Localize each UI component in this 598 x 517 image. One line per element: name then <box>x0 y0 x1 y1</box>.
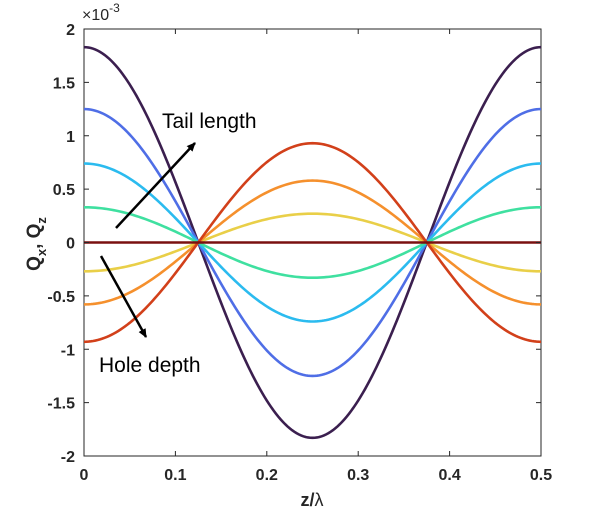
x-axis: 0 0.1 0.2 0.3 0.4 0.5 <box>80 29 552 484</box>
y-tick-label: 0.5 <box>53 182 75 199</box>
y-tick-label: -2 <box>61 449 75 466</box>
series-line-1 <box>83 45 542 440</box>
series-line-6 <box>83 179 542 306</box>
x-tick-label: 0.4 <box>438 467 460 484</box>
y-tick-label: 2 <box>66 22 75 39</box>
y-tick-label: 0 <box>66 236 75 253</box>
x-tick-label: 0.1 <box>164 467 186 484</box>
annotation-tail-length: Tail length <box>162 110 257 133</box>
y-axis-title: Qx, Qz <box>24 217 49 271</box>
x-axis-title: z/λ <box>300 490 323 510</box>
y-tick-label: 1 <box>66 129 75 146</box>
series-line-7 <box>83 141 542 344</box>
y-tick-label: 1.5 <box>53 75 75 92</box>
y-exponent-label: ×10-3 <box>82 1 120 24</box>
series-line-3 <box>83 162 542 323</box>
hole-depth-arrow <box>99 255 148 338</box>
series-layer <box>83 45 542 440</box>
x-tick-label: 0.3 <box>347 467 369 484</box>
series-line-5 <box>83 212 542 273</box>
x-tick-label: 0.2 <box>256 467 278 484</box>
y-tick-label: -0.5 <box>47 289 75 306</box>
y-axis: 2 1.5 1 0.5 0 -0.5 -1 -1.5 -2 <box>47 22 541 466</box>
series-line-2 <box>83 107 542 378</box>
y-tick-label: -1.5 <box>47 396 75 413</box>
annotation-hole-depth: Hole depth <box>99 354 201 377</box>
series-line-4 <box>83 205 542 280</box>
y-tick-label: -1 <box>61 342 75 359</box>
x-tick-label: 0.5 <box>530 467 552 484</box>
x-tick-label: 0 <box>80 467 89 484</box>
tail-length-arrow <box>115 142 196 229</box>
